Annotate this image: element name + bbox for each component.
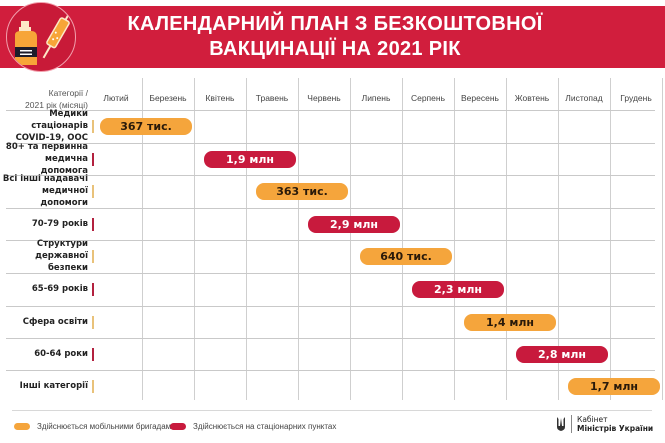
grid-vline [142,78,143,400]
month-header: Травень [255,93,289,103]
month-header: Вересень [461,93,499,103]
category-label: 70-79 років [2,210,88,239]
grid-vline [506,78,507,400]
axis-corner-label: Категорії / 2021 рік (місяці) [6,87,88,111]
category-label: Всі інші надавачі медичної допомоги [2,174,88,209]
vaccine-vial-syringe-icon [6,2,76,72]
category-tick [92,380,94,394]
category-label: 60-64 роки [2,340,88,369]
title-line-1: КАЛЕНДАРНИЙ ПЛАН З БЕЗКОШТОВНОЇ [127,13,543,35]
schedule-bar: 2,3 млн [412,281,504,299]
corner-line-1: Категорії / [48,88,88,98]
schedule-bar: 640 тис. [360,248,452,266]
category-line-2: медична допомога [40,154,88,177]
grid-vline [246,78,247,400]
grid-hline [6,175,655,176]
category-line-2: державної безпеки [35,251,88,274]
category-line-2: медичної допомоги [40,186,88,209]
grid-vline [402,78,403,400]
grid-vline [454,78,455,400]
title-banner [0,6,665,68]
schedule-bar: 1,9 млн [204,151,296,169]
grid-hline [6,143,655,144]
grid-vline [194,78,195,400]
grid-hline [6,208,655,209]
grid-hline [6,273,655,274]
category-tick [92,185,94,199]
legend-label-stationary: Здійснюється на стаціонарних пунктах [193,422,337,431]
grid-vline [350,78,351,400]
category-line-1: Всі інші надавачі [2,174,88,185]
schedule-bar: 1,4 млн [464,314,556,332]
grid-vline [610,78,611,400]
trident-icon [557,417,565,431]
legend-mobile: Здійснюється мобільними бригадами [14,422,176,431]
category-label: Сфера освіти [2,308,88,337]
category-line-1: Медики стаціонарів [31,109,88,132]
schedule-bar: 2,8 млн [516,346,608,364]
category-label: 65-69 років [2,275,88,304]
category-tick [92,153,94,167]
grid-hline [6,240,655,241]
month-header: Квітень [205,93,235,103]
month-header: Червень [307,93,341,103]
grid-hline [6,110,655,111]
schedule-bar: 1,7 млн [568,378,660,396]
month-header: Грудень [620,93,652,103]
corner-line-2: 2021 рік (місяці) [25,100,88,110]
schedule-bar: 2,9 млн [308,216,400,234]
grid-vline [298,78,299,400]
legend-swatch-mobile [14,423,30,430]
grid-hline [6,338,655,339]
logo-line-2: Міністрів України [577,424,654,433]
legend-label-mobile: Здійснюється мобільними бригадами [37,422,176,431]
category-tick [92,120,94,134]
legend-swatch-stationary [170,423,186,430]
page-title: КАЛЕНДАРНИЙ ПЛАН З БЕЗКОШТОВНОЇ ВАКЦИНАЦ… [95,12,575,62]
category-tick [92,348,94,362]
category-tick [92,250,94,264]
month-header: Листопад [565,93,603,103]
title-line-2: ВАКЦИНАЦІЇ НА 2021 РІК [209,38,461,60]
category-line-1: Сфера освіти [22,317,88,328]
grid-vline [662,78,663,400]
category-line-1: 60-64 роки [34,349,88,360]
legend-stationary: Здійснюється на стаціонарних пунктах [170,422,336,431]
category-label: Інші категорії [2,372,88,401]
grid-hline [6,306,655,307]
category-line-1: 80+ та первинна [5,142,88,153]
legend-divider [12,410,652,411]
category-tick [92,316,94,330]
category-line-2: COVID-19, ООС [15,133,88,144]
category-label: Структури державної безпеки [2,239,88,274]
category-line-1: 65-69 років [31,284,88,295]
category-tick [92,218,94,232]
grid-vline [558,78,559,400]
grid-hline [6,370,655,371]
schedule-bar: 367 тис. [100,118,192,136]
month-header: Лютий [103,93,129,103]
schedule-bar: 363 тис. [256,183,348,201]
logo-line-1: Кабінет [577,415,608,424]
category-line-1: Структури [36,239,88,250]
month-header: Березень [149,93,187,103]
category-tick [92,283,94,297]
cabinet-ministers-logo: Кабінет Міністрів України [556,415,653,433]
month-header: Серпень [410,93,446,103]
category-line-1: 70-79 років [31,219,88,230]
category-line-1: Інші категорії [19,381,88,392]
category-label: 80+ та первинна медична допомога [2,142,88,177]
month-header: Жовтень [514,93,550,103]
category-label: Медики стаціонарів COVID-19, ООС [2,109,88,144]
month-header: Липень [361,93,391,103]
